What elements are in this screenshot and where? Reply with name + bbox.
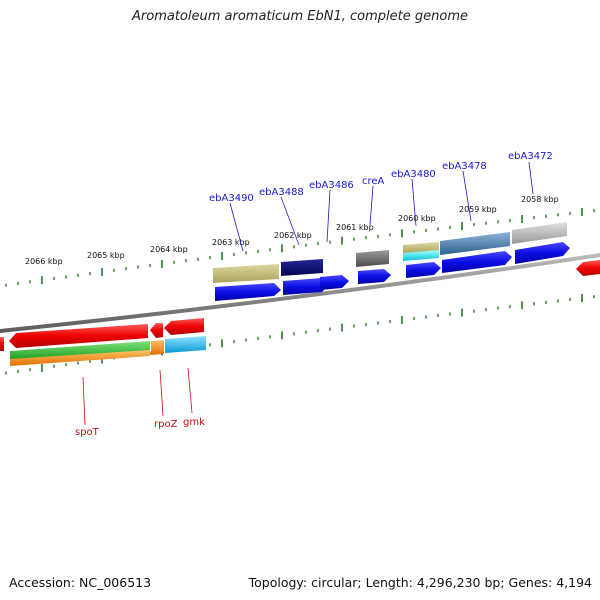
gene-feature[interactable] [215,283,281,301]
scale-label: 2061 kbp [336,223,374,232]
gene-label[interactable]: ebA3490 [209,193,254,204]
gene-label[interactable]: gmk [183,417,205,428]
gene-feature[interactable] [512,222,567,244]
reverse-strand-features [0,318,206,366]
gene-feature[interactable] [515,242,570,264]
gene-feature[interactable] [213,264,279,283]
forward-strand-features [213,222,600,301]
label-leader-line [411,178,417,227]
gene-feature[interactable] [165,336,206,353]
gene-label[interactable]: ebA3478 [442,161,487,172]
label-leader-line [82,376,86,426]
map-title: Aromatoleum aromaticum EbN1, complete ge… [132,9,468,24]
label-leader-line [187,367,193,414]
gene-label[interactable]: ebA3488 [259,187,304,198]
gene-feature[interactable] [440,232,510,255]
scale-label: 2063 kbp [212,238,250,247]
label-leader-line [280,196,300,246]
scale-labels: 2066 kbp 2065 kbp 2064 kbp 2063 kbp 2062… [25,195,559,266]
gene-label[interactable]: creA [362,176,385,187]
label-leader-line [528,161,534,195]
gene-feature[interactable] [442,251,512,273]
scale-label: 2066 kbp [25,257,63,266]
gene-feature[interactable] [403,250,439,261]
gene-feature[interactable] [320,275,349,290]
label-leader-line [369,185,374,226]
gene-feature[interactable] [356,250,389,267]
reverse-gene-labels: spoT rpoZ gmk [75,367,205,438]
gene-feature[interactable] [164,318,204,335]
gene-label[interactable]: rpoZ [154,419,178,430]
scale-label: 2059 kbp [459,205,497,214]
gene-label[interactable]: ebA3472 [508,151,553,162]
scale-label: 2062 kbp [274,231,312,240]
label-leader-line [159,369,164,417]
scale-label: 2058 kbp [521,195,559,204]
gene-feature[interactable] [0,337,4,351]
accession-text: Accession: NC_006513 [9,575,152,590]
gene-feature[interactable] [151,340,164,355]
label-leader-line [229,202,244,252]
gene-feature[interactable] [576,260,600,276]
label-leader-line [326,189,331,243]
scale-label: 2060 kbp [398,214,436,223]
gene-feature[interactable] [358,269,391,284]
scale-label: 2064 kbp [150,245,188,254]
gene-feature[interactable] [9,324,148,348]
gene-feature[interactable] [281,259,323,276]
gene-feature[interactable] [406,262,441,278]
label-leader-line [462,170,472,222]
genome-stats-text: Topology: circular; Length: 4,296,230 bp… [248,575,592,590]
scale-label: 2065 kbp [87,251,125,260]
gene-feature[interactable] [10,341,150,360]
gene-feature[interactable] [10,350,150,366]
gene-label[interactable]: ebA3486 [309,180,354,191]
gene-feature[interactable] [283,278,329,295]
gene-feature[interactable] [150,323,163,338]
outer-scale-ring [5,208,595,287]
gene-label[interactable]: spoT [75,427,100,438]
gene-label[interactable]: ebA3480 [391,169,436,180]
genome-backbone [0,253,600,333]
forward-gene-labels: ebA3490 ebA3488 ebA3486 creA ebA3480 ebA… [209,151,553,252]
